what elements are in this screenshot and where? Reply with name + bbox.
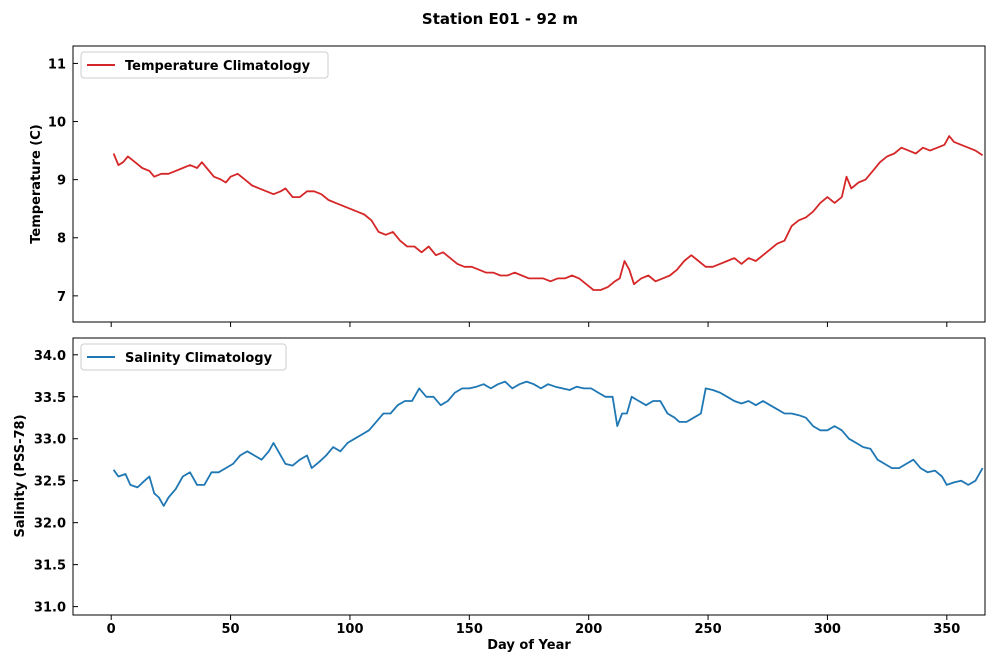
x-tick-label: 200 [575,622,602,637]
y-tick-label: 11 [48,57,66,72]
temperature-ylabel: Temperature (C) [29,124,44,243]
y-tick-label: 10 [48,116,66,131]
y-tick-label: 32.0 [34,517,66,532]
x-tick-label: 350 [933,622,960,637]
axes-frame [72,45,986,323]
legend-label: Salinity Climatology [125,351,273,366]
x-tick-label: 300 [814,622,841,637]
temperature-panel: Temperature (C) 7 8 9 10 11 Temperature Clima… [29,45,986,327]
chart-title: Station E01 - 92 m [422,10,578,28]
axes-frame [72,337,986,616]
legend-box [80,343,287,371]
y-tick-label: 31.0 [34,601,66,616]
legend: Salinity Climatology [80,343,287,371]
x-tick-label: 100 [336,622,363,637]
legend-label: Temperature Climatology [125,59,311,74]
x-tick-label: 150 [456,622,483,637]
x-tick-label: 250 [694,622,721,637]
y-tick-label: 33.0 [34,433,66,448]
y-tick-label: 7 [57,290,66,305]
x-tick-label: 50 [222,622,240,637]
salinity-panel: Salinity (PSS-78) 31.0 31.5 32.0 32.5 33.0 33… [13,337,986,637]
x-tick-label: 0 [107,622,116,637]
legend-box [80,51,329,79]
salinity-ylabel: Salinity (PSS-78) [13,414,28,537]
y-tick-label: 9 [57,174,66,189]
y-tick-label: 8 [57,232,66,247]
y-tick-label: 32.5 [34,475,66,490]
y-tick-label: 34.0 [34,349,66,364]
series-line-salinity [112,380,984,507]
x-axis-label: Day of Year [487,638,571,653]
series-line-temperature [112,135,984,291]
y-tick-label: 33.5 [34,391,66,406]
y-tick-label: 31.5 [34,559,66,574]
legend: Temperature Climatology [80,51,329,79]
